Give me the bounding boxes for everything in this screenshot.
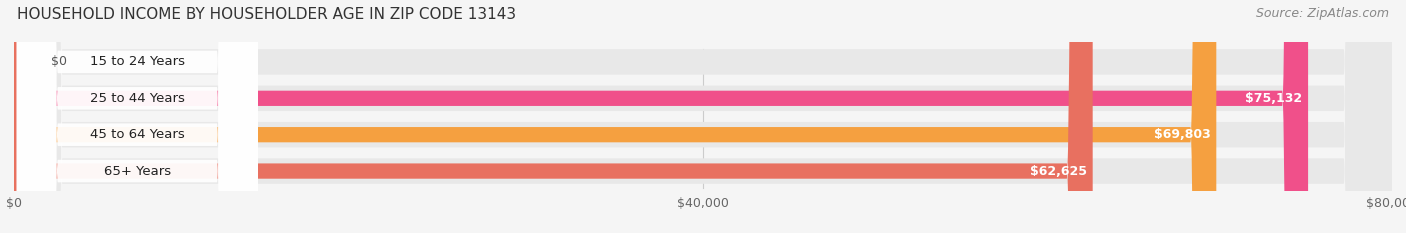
FancyBboxPatch shape: [14, 0, 1308, 233]
FancyBboxPatch shape: [17, 0, 257, 233]
Text: Source: ZipAtlas.com: Source: ZipAtlas.com: [1256, 7, 1389, 20]
Text: $69,803: $69,803: [1154, 128, 1211, 141]
FancyBboxPatch shape: [14, 0, 1216, 233]
FancyBboxPatch shape: [14, 0, 45, 233]
FancyBboxPatch shape: [14, 0, 1392, 233]
FancyBboxPatch shape: [17, 0, 257, 233]
Text: $0: $0: [51, 55, 67, 69]
FancyBboxPatch shape: [14, 0, 1392, 233]
Text: 15 to 24 Years: 15 to 24 Years: [90, 55, 184, 69]
Text: 25 to 44 Years: 25 to 44 Years: [90, 92, 184, 105]
FancyBboxPatch shape: [17, 0, 257, 233]
Text: $75,132: $75,132: [1246, 92, 1302, 105]
Text: $62,625: $62,625: [1031, 164, 1087, 178]
FancyBboxPatch shape: [14, 0, 1392, 233]
FancyBboxPatch shape: [14, 0, 1092, 233]
Text: HOUSEHOLD INCOME BY HOUSEHOLDER AGE IN ZIP CODE 13143: HOUSEHOLD INCOME BY HOUSEHOLDER AGE IN Z…: [17, 7, 516, 22]
Text: 65+ Years: 65+ Years: [104, 164, 172, 178]
Text: 45 to 64 Years: 45 to 64 Years: [90, 128, 184, 141]
FancyBboxPatch shape: [17, 0, 257, 233]
FancyBboxPatch shape: [14, 0, 1392, 233]
